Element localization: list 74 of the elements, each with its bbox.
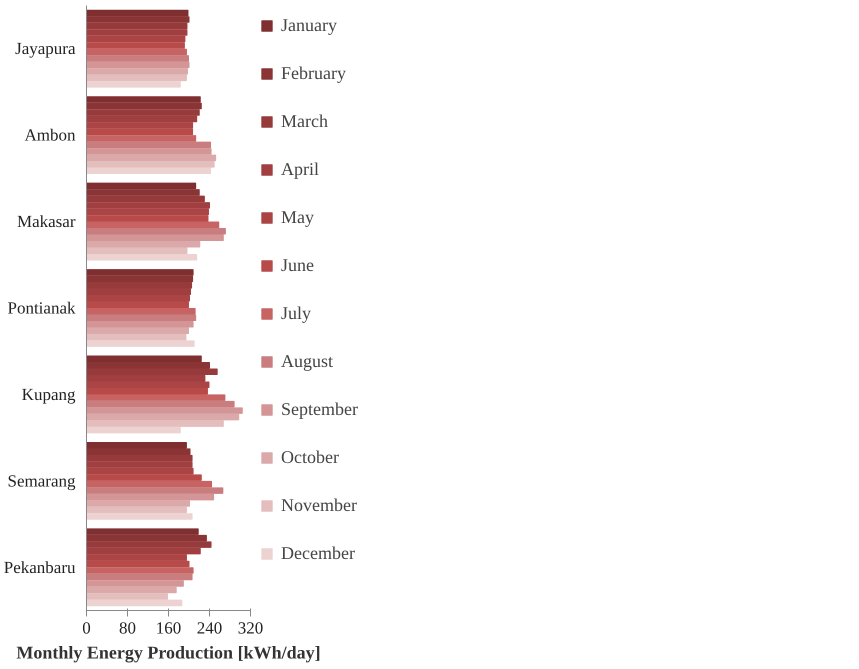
bar	[86, 48, 187, 56]
bar	[86, 506, 187, 514]
y-tick-label: Ambon	[24, 126, 76, 145]
bar	[86, 62, 190, 68]
bar	[86, 314, 196, 321]
bar	[86, 254, 198, 260]
legend-label: June	[281, 255, 314, 276]
bar	[86, 302, 189, 308]
bar	[86, 426, 181, 434]
bar	[86, 241, 200, 248]
bar	[86, 487, 224, 494]
bar	[86, 340, 195, 347]
bar	[86, 128, 194, 136]
legend-label: May	[281, 207, 314, 228]
bar	[86, 42, 185, 49]
bar	[86, 580, 184, 587]
bar	[86, 161, 215, 168]
bar	[86, 400, 235, 408]
bar	[86, 480, 212, 488]
x-tick-label: 80	[119, 618, 136, 638]
bar	[86, 234, 224, 242]
bar	[86, 593, 168, 600]
bar	[86, 68, 188, 75]
bar	[86, 334, 186, 340]
bar	[86, 135, 196, 142]
bar	[86, 586, 177, 594]
bar	[86, 414, 240, 420]
legend-label: February	[281, 63, 346, 84]
bar	[86, 574, 193, 580]
legend-label: November	[281, 495, 357, 516]
x-tick-label: 160	[156, 618, 182, 638]
x-tick-label: 320	[238, 618, 264, 638]
bar	[86, 215, 208, 222]
bar	[86, 474, 202, 481]
y-tick-label: Pekanbaru	[4, 558, 76, 577]
bar	[86, 567, 194, 574]
legend-label: August	[281, 351, 334, 372]
bar	[86, 142, 212, 148]
bar	[86, 388, 208, 394]
bar	[86, 228, 226, 235]
x-tick-label: 240	[196, 618, 222, 638]
bar	[86, 394, 226, 401]
y-tick-label: Kupang	[22, 384, 76, 404]
x-axis-title: Monthly Energy Production [kWh/day]	[16, 642, 321, 662]
bar	[86, 560, 190, 568]
bar	[86, 327, 189, 334]
legend-label: October	[281, 447, 339, 468]
bar	[86, 600, 182, 606]
legend-label: July	[281, 303, 312, 324]
bar	[86, 222, 220, 228]
legend-label: April	[281, 159, 319, 180]
y-tick-label: Jayapura	[15, 39, 76, 58]
bar	[86, 513, 193, 520]
bar	[86, 247, 188, 254]
bar	[86, 500, 190, 507]
bar	[86, 494, 214, 500]
legend-label: September	[281, 399, 358, 420]
bar	[86, 74, 187, 82]
legend-label: December	[281, 543, 355, 564]
bar	[86, 55, 189, 62]
bar	[86, 420, 224, 427]
bar	[86, 320, 194, 328]
legend-label: March	[281, 111, 328, 132]
y-tick-label: Semarang	[8, 471, 76, 490]
y-tick-label: Makasar	[16, 212, 76, 232]
bar	[86, 81, 181, 88]
y-tick-label: Pontianak	[8, 298, 76, 318]
x-tick-label: 0	[82, 618, 91, 638]
bar	[86, 148, 212, 155]
bar	[86, 168, 212, 174]
bar	[86, 154, 216, 162]
bar	[86, 407, 243, 414]
bar	[86, 308, 196, 314]
legend-label: January	[281, 15, 337, 36]
